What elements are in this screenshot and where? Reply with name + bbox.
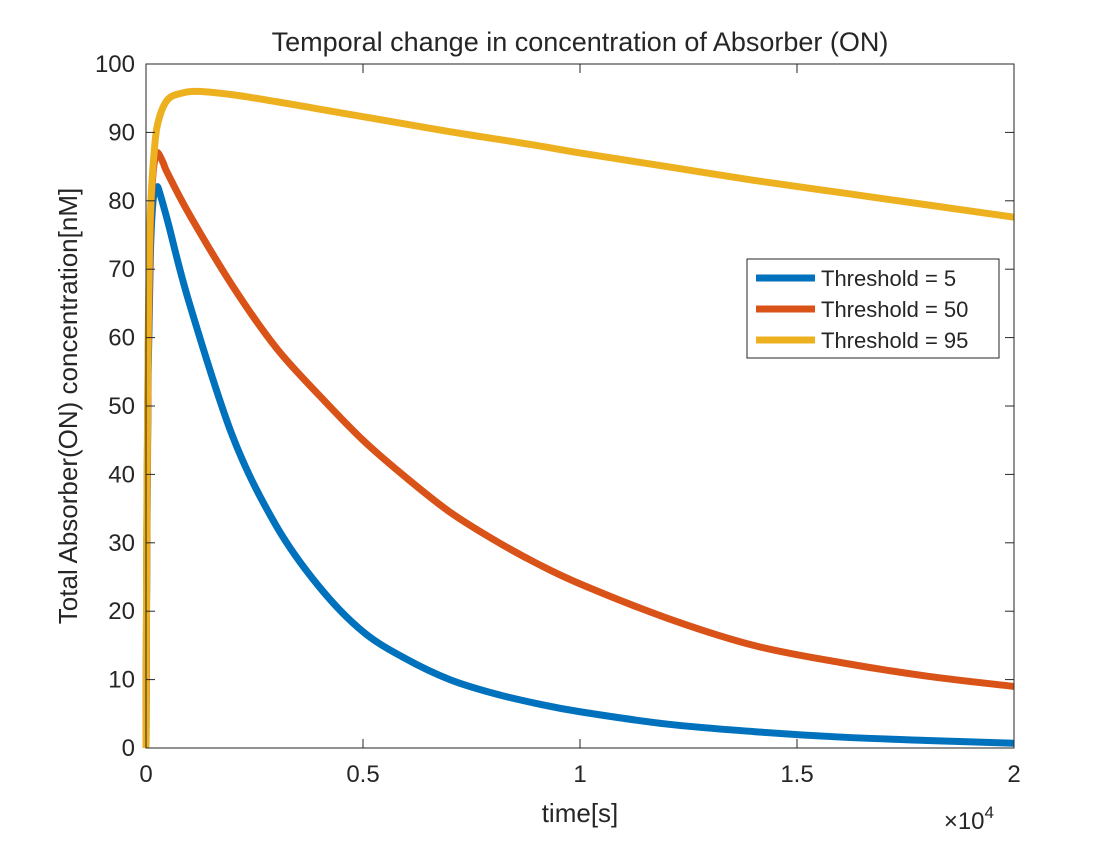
x-tick-label: 0.5 [346, 761, 379, 788]
x-tick-label: 1.5 [780, 761, 813, 788]
x-tick-label: 2 [1007, 761, 1020, 788]
x-tick-label: 0 [139, 761, 152, 788]
y-tick-label: 80 [108, 188, 135, 215]
y-tick-label: 30 [108, 530, 135, 557]
y-tick-label: 0 [122, 735, 135, 762]
y-tick-label: 100 [95, 51, 135, 78]
y-tick-label: 70 [108, 256, 135, 283]
x-axis-label: time[s] [542, 798, 619, 828]
legend-label: Threshold = 5 [821, 266, 956, 291]
legend-label: Threshold = 50 [821, 297, 968, 322]
series-line-3 [142, 87, 1015, 749]
y-tick-label: 10 [108, 667, 135, 694]
legend: Threshold = 5 Threshold = 50 Threshold = 9… [746, 258, 1000, 359]
series-lines [142, 87, 1015, 749]
y-axis-label: Total Absorber(ON) concentration[nM] [53, 188, 83, 624]
y-tick-label: 40 [108, 461, 135, 488]
x-exponent-power: 4 [985, 803, 994, 822]
y-tick-label: 50 [108, 393, 135, 420]
y-tick-label: 60 [108, 325, 135, 352]
x-tick-label: 1 [573, 761, 586, 788]
legend-label: Threshold = 95 [821, 328, 968, 353]
plot-area [146, 64, 1014, 748]
y-tick-label: 20 [108, 598, 135, 625]
x-exponent-base: ×10 [944, 808, 985, 835]
chart-title: Temporal change in concentration of Abso… [272, 27, 889, 57]
y-tick-label: 90 [108, 119, 135, 146]
x-axis-exponent: ×104 [944, 803, 994, 835]
